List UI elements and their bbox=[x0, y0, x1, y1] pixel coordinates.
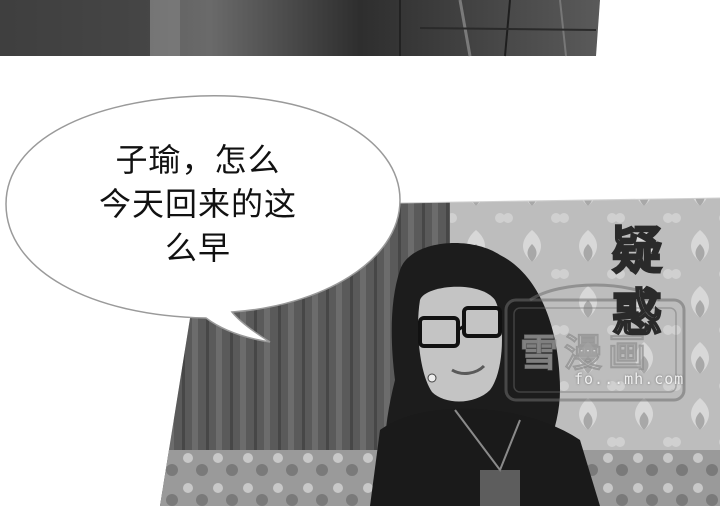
dialogue-line-1: 子瑜，怎么 bbox=[115, 141, 281, 179]
sound-effect-text: 疑 惑 bbox=[602, 220, 672, 344]
sound-effect-char-2: 惑 bbox=[611, 283, 663, 343]
dialogue-line-3: 么早 bbox=[164, 229, 231, 267]
dialogue-line-2: 今天回来的这 bbox=[98, 185, 297, 223]
face bbox=[418, 286, 502, 402]
sound-effect-char-1: 疑 bbox=[611, 221, 663, 281]
speech-bubble-shape bbox=[5, 95, 401, 343]
velvet-top bbox=[370, 408, 600, 506]
top-panel bbox=[0, 0, 600, 57]
dialogue-text: 子瑜，怎么 今天回来的这 么早 bbox=[48, 138, 348, 270]
glasses-right-lens bbox=[462, 306, 502, 338]
glasses-left-lens bbox=[418, 316, 460, 348]
